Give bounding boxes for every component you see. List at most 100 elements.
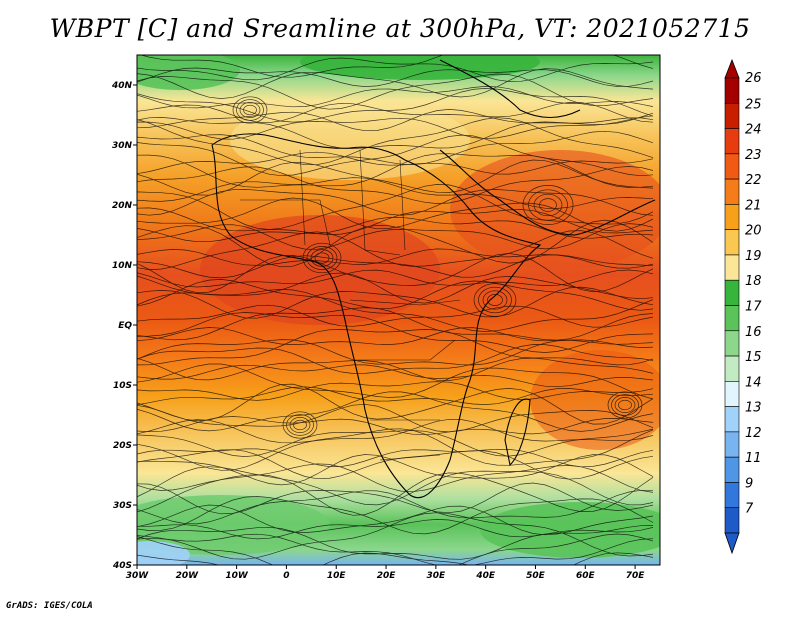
streamline-vortex [289,417,311,433]
streamline [137,248,654,269]
colorbar-swatch [724,204,740,230]
colorbar-swatch [724,153,740,180]
streamline-vortex [236,99,264,121]
lon-tick-label: 20E [377,571,397,581]
streamline [137,67,654,87]
colorbar-swatch [724,330,740,357]
colorbar-swatch [724,77,740,104]
lon-tick-label: 20W [176,571,200,581]
streamline-vortex [478,286,512,314]
green-patch-southwest [137,495,330,555]
streamline [137,403,654,433]
colorbar-swatch [724,279,740,306]
streamline [137,109,654,132]
streamline [137,166,654,204]
streamline [137,189,654,216]
lat-tick-label: 10N [112,261,133,271]
colorbar-swatch [724,128,740,155]
streamline-vortex [310,249,334,267]
streamline-vortex [607,391,643,419]
colorbar-label: 23 [745,148,762,163]
warm-core-east [450,150,660,270]
streamline-vortex [528,189,568,221]
streamline-vortex [286,414,314,436]
streamline [137,254,654,279]
longitude-axis: 30W 20W 10W 0 10E 20E 30E 40E 50E 60E 70E [126,565,646,581]
colorbar-label: 15 [745,350,762,365]
colorbar-swatch [724,507,740,534]
streamline [137,286,654,319]
streamline-vortex [239,102,261,118]
colorbar-label: 26 [745,71,762,86]
colorbar-label: 9 [745,476,753,491]
streamline [137,102,654,124]
streamline [137,344,654,374]
streamline [137,272,654,304]
green-patch-northwest [137,55,240,90]
coastlines [211,59,656,499]
streamline-vortex [293,419,307,431]
streamline [137,57,654,82]
streamline-vortex [618,399,632,411]
streamline [137,289,654,332]
lon-tick-label: 70E [626,571,646,581]
colorbar-label: 16 [745,325,762,340]
streamline [137,219,654,268]
streamline [137,472,654,516]
latitude-axis: 40N 30N 20N 10N EQ 10S 20S 30S 40S [111,81,137,571]
lon-tick-label: 40E [475,571,496,581]
colorbar-swatch [724,102,740,129]
streamline [137,454,654,486]
colorbar-swatch [724,406,740,433]
colorbar-label: 20 [745,224,762,239]
streamline [137,329,654,366]
colorbar-label: 11 [745,451,762,466]
colorbar-swatch [724,431,740,458]
colorbar-label: 21 [745,198,762,213]
lon-tick-label: 30W [126,571,150,581]
streamline-vortex [473,283,517,317]
streamline [137,230,654,270]
colorbar-swatch [724,229,740,256]
streamline [137,357,654,381]
warm-core-west [200,215,440,325]
lat-tick-label: 20S [113,441,132,451]
streamline-vortex [302,242,342,274]
streamline [137,428,654,471]
streamline-vortex [611,394,639,416]
streamline [137,428,654,457]
streamline [137,504,654,536]
streamline [137,117,654,149]
streamline [137,73,654,110]
streamline [137,177,654,209]
colorbar-label: 17 [745,300,762,315]
colorbar-label: 14 [745,375,762,390]
lat-tick-label: 30N [112,141,133,151]
streamline [137,68,654,99]
lon-tick-label: 50E [526,571,546,581]
streamline-vortex [243,104,257,116]
lon-tick-label: 60E [576,571,596,581]
streamline [137,512,654,560]
streamline [137,151,654,175]
colorbar-swatch [724,178,740,205]
green-patch-south [480,502,660,558]
streamline [137,304,654,328]
streamline [137,533,654,565]
streamlines [137,55,654,565]
lat-tick-label: 20N [112,201,133,211]
colorbar-swatch [724,381,740,407]
streamline [137,184,654,230]
colorbar-label: 25 [745,97,762,112]
colorbar-label: 22 [745,173,762,188]
streamline [137,88,654,123]
map-frame [136,54,661,566]
chart-title: WBPT [C] and Sreamline at 300hPa, VT: 20… [49,14,751,43]
colorbar-swatch [724,456,740,483]
colorbar-swatch [724,355,740,382]
streamline [137,391,654,432]
streamline [137,339,654,366]
streamline [137,449,654,480]
streamline-vortex [314,252,330,264]
